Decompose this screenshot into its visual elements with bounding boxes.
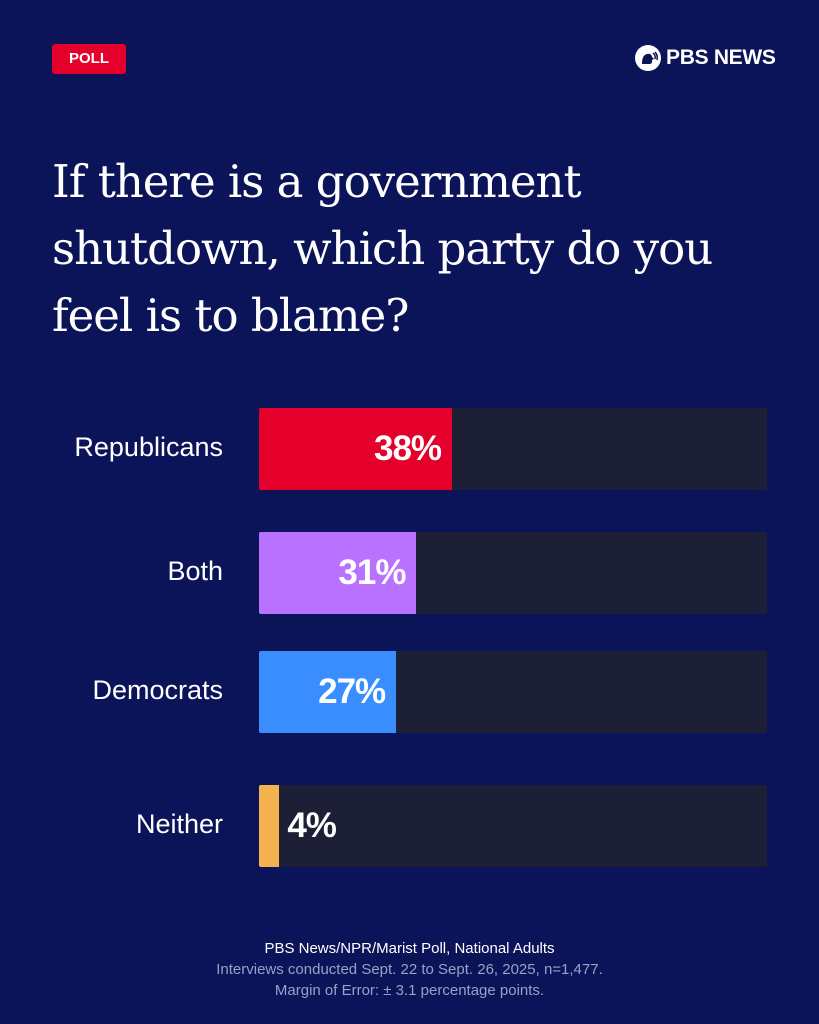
value-label: 4%	[287, 806, 337, 845]
category-label: Republicans	[74, 432, 223, 462]
category-label: Both	[167, 556, 223, 586]
bar	[259, 408, 453, 490]
method-note: Interviews conducted Sept. 22 to Sept. 2…	[216, 961, 603, 978]
value-label: 31%	[338, 553, 406, 592]
chart-title: If there is a government shutdown, which…	[52, 155, 713, 342]
value-label: 27%	[318, 672, 386, 711]
pbs-head-icon	[635, 45, 661, 71]
bar	[259, 785, 280, 867]
margin-of-error: Margin of Error: ± 3.1 percentage points…	[274, 982, 545, 999]
source-note: PBS News/NPR/Marist Poll, National Adult…	[264, 940, 555, 957]
value-label: 38%	[373, 429, 442, 468]
poll-badge: POLL	[52, 44, 126, 74]
bar-track: 4%	[259, 785, 767, 867]
pbs-news-logo: PBS NEWS	[634, 44, 776, 72]
bar	[259, 651, 397, 733]
bar-track: 31%	[259, 532, 767, 614]
bar	[259, 532, 417, 614]
category-label: Democrats	[92, 675, 223, 705]
category-label: Neither	[135, 809, 223, 839]
bar-track: 38%	[259, 408, 767, 490]
bar-track: 27%	[259, 651, 767, 733]
